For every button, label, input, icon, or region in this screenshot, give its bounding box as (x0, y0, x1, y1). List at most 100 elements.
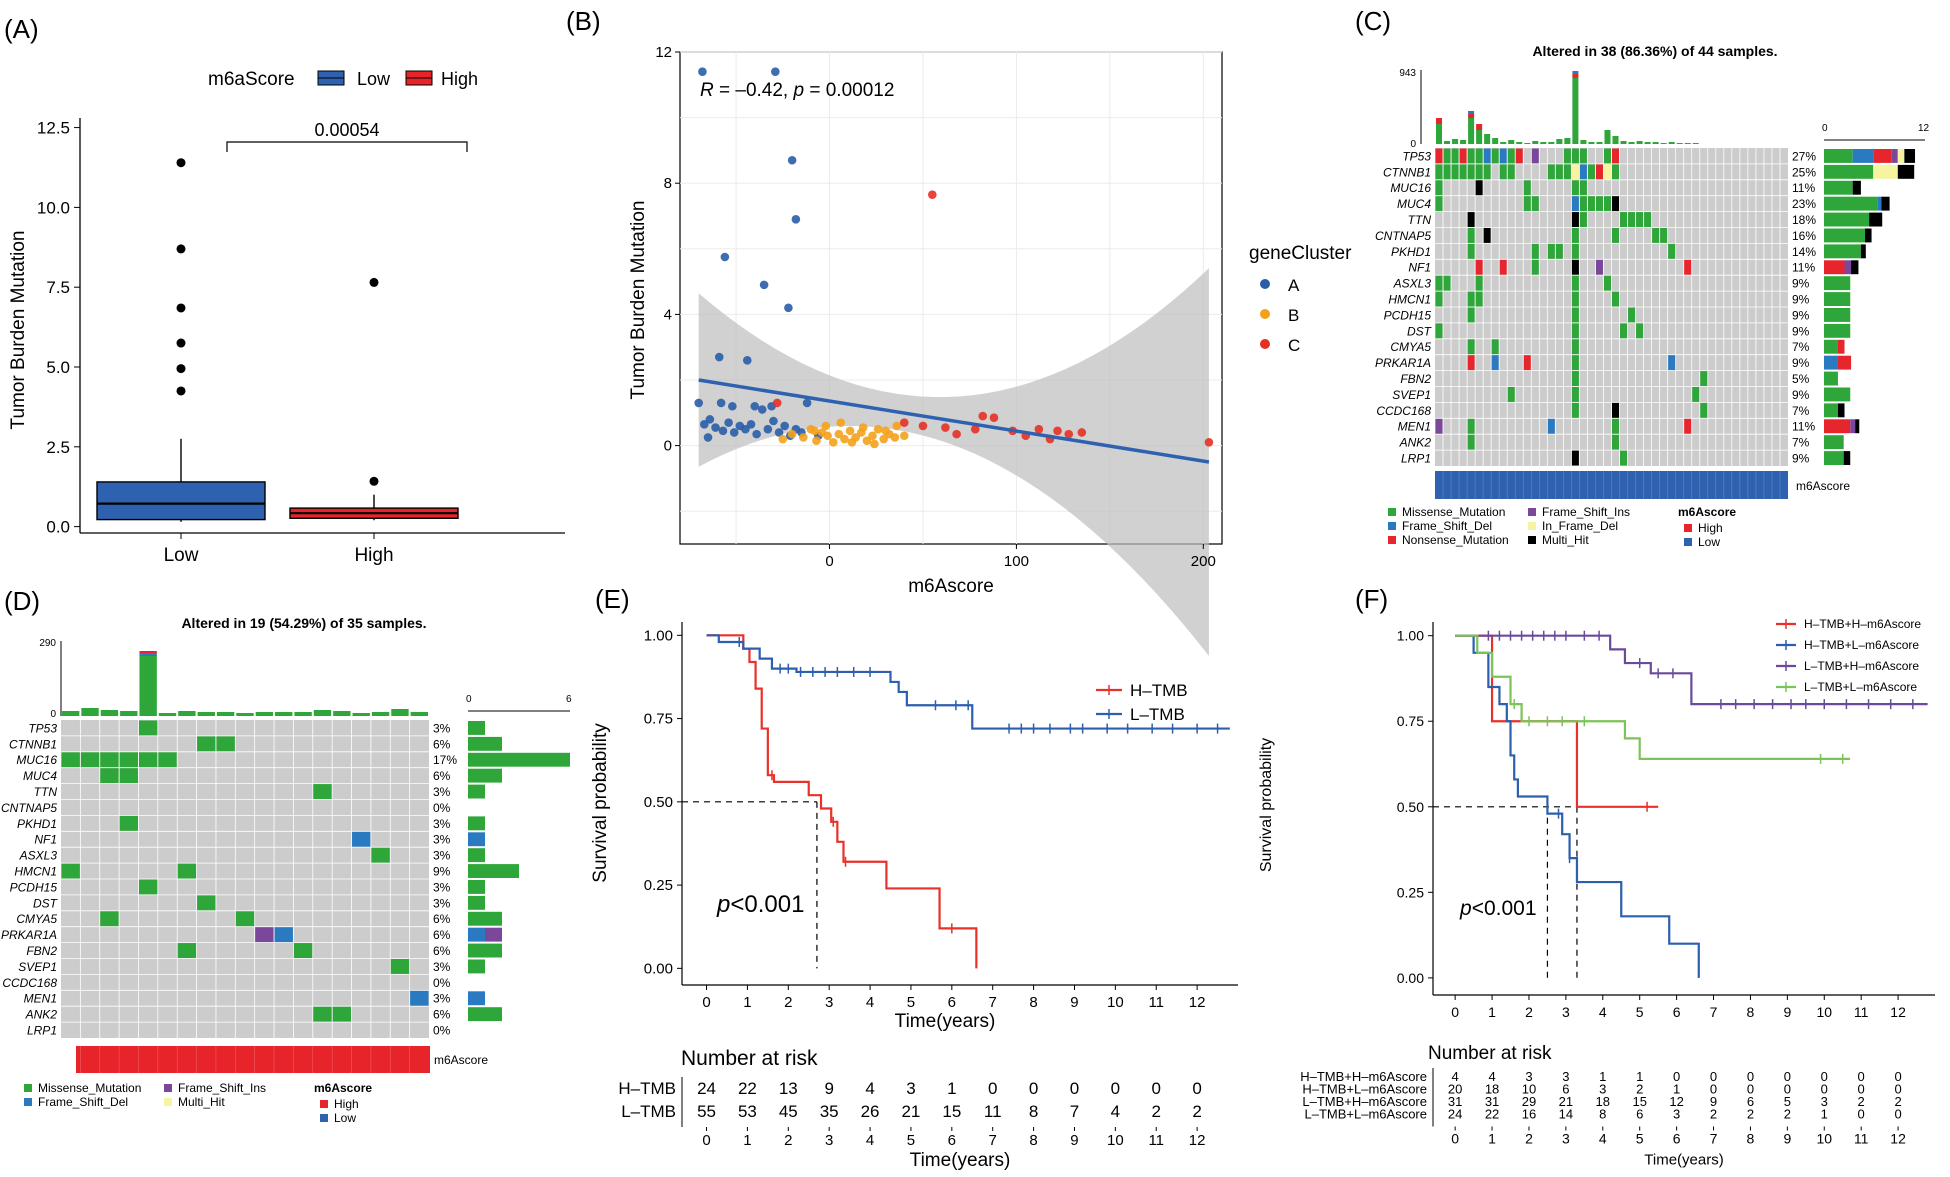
e-risk-value: 1 (947, 1079, 956, 1098)
panel-a-ytick-label: 7.5 (46, 278, 70, 297)
panel-b-point-b (862, 436, 872, 445)
d-mutation-cell (410, 990, 429, 1006)
e-xtick-label: 1 (743, 994, 751, 1011)
d-legend-swatch (164, 1084, 172, 1092)
e-risk-xtick-label: 10 (1107, 1132, 1124, 1149)
d-mutation-cell (158, 752, 177, 768)
f-risk-value: 24 (1448, 1107, 1462, 1122)
f-risk-value: 15 (1632, 1094, 1646, 1109)
c-mutation-cell (1612, 434, 1620, 450)
e-ytick-label: 0.00 (644, 960, 673, 977)
d-mutation-cell (80, 752, 100, 768)
d-mutation-cell (390, 959, 410, 974)
panel-b-point-b (870, 439, 879, 449)
e-risk-xtick-label: 0 (702, 1132, 710, 1149)
panel-b-point-a (703, 433, 713, 442)
c-mutation-cell (1571, 164, 1579, 180)
c-mutation-cell (1620, 212, 1628, 227)
f-legend-label: L–TMB+L–m6Ascore (1804, 680, 1917, 694)
c-gene-count-bar (1855, 419, 1860, 434)
c-mutation-cell (1467, 212, 1475, 227)
c-sample-bar (1660, 143, 1667, 144)
d-sample-bar (158, 713, 177, 716)
c-gene-percent: 16% (1792, 229, 1816, 243)
c-mutation-cell (1467, 228, 1475, 243)
panel-b-legend-b-dot (1260, 309, 1270, 319)
c-mutation-cell (1507, 387, 1515, 402)
c-gene-label: ANK2 (1399, 436, 1432, 450)
c-mutation-cell (1563, 148, 1571, 164)
panel-b-point-a (771, 67, 780, 76)
panel-b-ytick-label: 8 (664, 175, 672, 192)
d-gene-percent: 9% (433, 865, 451, 879)
c-mutation-cell (1531, 196, 1539, 212)
d-gene-count-bar (468, 768, 502, 783)
d-gene-count-bar (468, 721, 485, 735)
d-legend-swatch (320, 1114, 328, 1122)
f-risk-value: 0 (1784, 1069, 1791, 1084)
f-risk-value: 0 (1784, 1082, 1791, 1097)
c-mutation-cell (1571, 371, 1579, 386)
panel-b-point-b (899, 431, 909, 441)
c-gene-percent: 11% (1792, 420, 1815, 434)
d-sample-bar (216, 712, 235, 716)
panel-e-pvalue: p<0.001 (716, 891, 804, 918)
c-gene-count-bar (1824, 419, 1851, 434)
c-gene-percent: 11% (1792, 181, 1815, 195)
panel-c-right-axis-min: 0 (1822, 123, 1828, 134)
d-gene-count-bar (468, 752, 570, 767)
c-mutation-cell (1652, 228, 1660, 243)
c-legend-item: In_Frame_Del (1542, 519, 1618, 533)
panel-a-ytick-label: 12.5 (37, 119, 70, 138)
panel-b-point-c (928, 190, 937, 199)
d-mutation-cell (177, 943, 197, 958)
c-gene-count-bar (1873, 164, 1898, 179)
d-sample-bar (197, 712, 215, 716)
c-mutation-cell (1571, 291, 1579, 307)
e-risk-value: 45 (779, 1102, 798, 1121)
c-gene-count-bar (1881, 196, 1890, 211)
c-mutation-cell (1435, 418, 1443, 434)
panel-b-ytick-label: 4 (664, 306, 672, 323)
e-ytick-label: 0.75 (644, 711, 673, 728)
d-gene-percent: 17% (433, 753, 457, 767)
d-sample-bar (236, 713, 254, 716)
d-gene-percent: 3% (433, 785, 451, 799)
panel-b-point-a (716, 398, 726, 408)
panel-b-point-c (1204, 438, 1214, 447)
c-mutation-cell (1692, 387, 1700, 402)
c-gene-count-bar (1869, 212, 1883, 227)
d-sample-bar (139, 656, 157, 716)
c-mutation-cell (1571, 212, 1579, 227)
panel-b-point-b (799, 433, 808, 442)
e-risk-value: 22 (738, 1079, 757, 1098)
panel-b-label: (B) (566, 6, 601, 36)
panel-b-point-c (989, 413, 999, 423)
f-xtick-label: 11 (1854, 1004, 1869, 1020)
d-mutation-cell (61, 752, 80, 768)
f-ytick-label: 1.00 (1397, 628, 1424, 644)
c-mutation-cell (1451, 148, 1459, 164)
c-mutation-cell (1603, 148, 1611, 164)
c-mutation-cell (1483, 164, 1491, 180)
f-risk-row-name: L–TMB+L–m6Ascore (1305, 1107, 1427, 1122)
f-xtick-label: 6 (1673, 1004, 1681, 1020)
e-risk-value: 3 (906, 1079, 915, 1098)
d-mutation-cell (274, 927, 293, 943)
c-mutation-cell (1636, 212, 1644, 227)
panel-b-point-a (742, 356, 752, 365)
c-gene-label: TTN (1408, 213, 1432, 227)
c-mutation-cell (1579, 164, 1587, 180)
d-sample-bar (294, 712, 312, 716)
e-xtick-label: 5 (907, 994, 915, 1011)
c-gene-count-bar (1824, 387, 1851, 402)
panel-b-point-b (892, 421, 902, 431)
f-risk-value: 20 (1448, 1082, 1462, 1097)
d-gene-label: PRKAR1A (1, 928, 57, 942)
c-mutation-cell (1571, 259, 1579, 275)
d-sample-bar (178, 711, 196, 716)
e-risk-value: 53 (738, 1102, 757, 1121)
d-gene-label: TTN (34, 785, 58, 799)
f-xtick-label: 5 (1636, 1004, 1644, 1020)
panel-a-legend-title: m6aScore (208, 69, 295, 90)
